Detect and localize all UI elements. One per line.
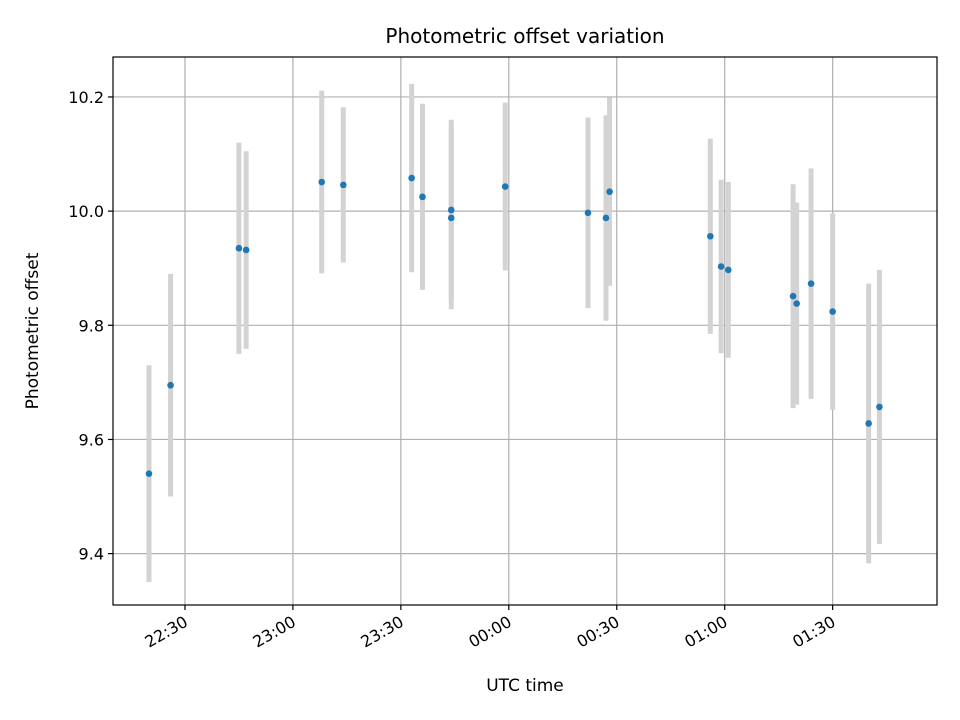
data-point [408,174,415,182]
data-point [829,308,836,315]
data-point [318,178,325,186]
data-point [447,214,455,222]
data-point [602,214,610,222]
data-point [584,209,592,217]
x-axis-title: UTC time [486,676,564,696]
y-tick-label: 10.0 [68,202,104,221]
data-points [145,174,883,478]
data-point [865,420,872,427]
data-point [447,206,455,214]
data-point [707,232,714,240]
data-point [419,193,426,201]
y-axis-ticks: 9.4 9.6 9.8 10.0 10.2 [68,88,113,564]
data-point [339,181,347,189]
data-point [789,292,797,300]
data-point [235,244,243,252]
data-point [501,183,509,190]
data-point [606,188,613,196]
y-tick-label: 10.2 [68,88,104,107]
y-axis-title: Photometric offset [23,252,43,409]
grid [113,57,937,605]
data-point [717,263,725,270]
data-point [793,300,800,307]
y-tick-label: 9.4 [79,545,104,564]
data-point [725,266,732,274]
data-point [167,381,174,389]
data-point [876,403,883,411]
y-tick-label: 9.8 [79,316,104,335]
data-point [242,246,250,254]
chart-title: Photometric offset variation [385,24,664,48]
data-point [145,470,153,478]
data-point [807,280,815,287]
y-tick-label: 9.6 [79,430,104,449]
plot-frame [112,56,938,606]
